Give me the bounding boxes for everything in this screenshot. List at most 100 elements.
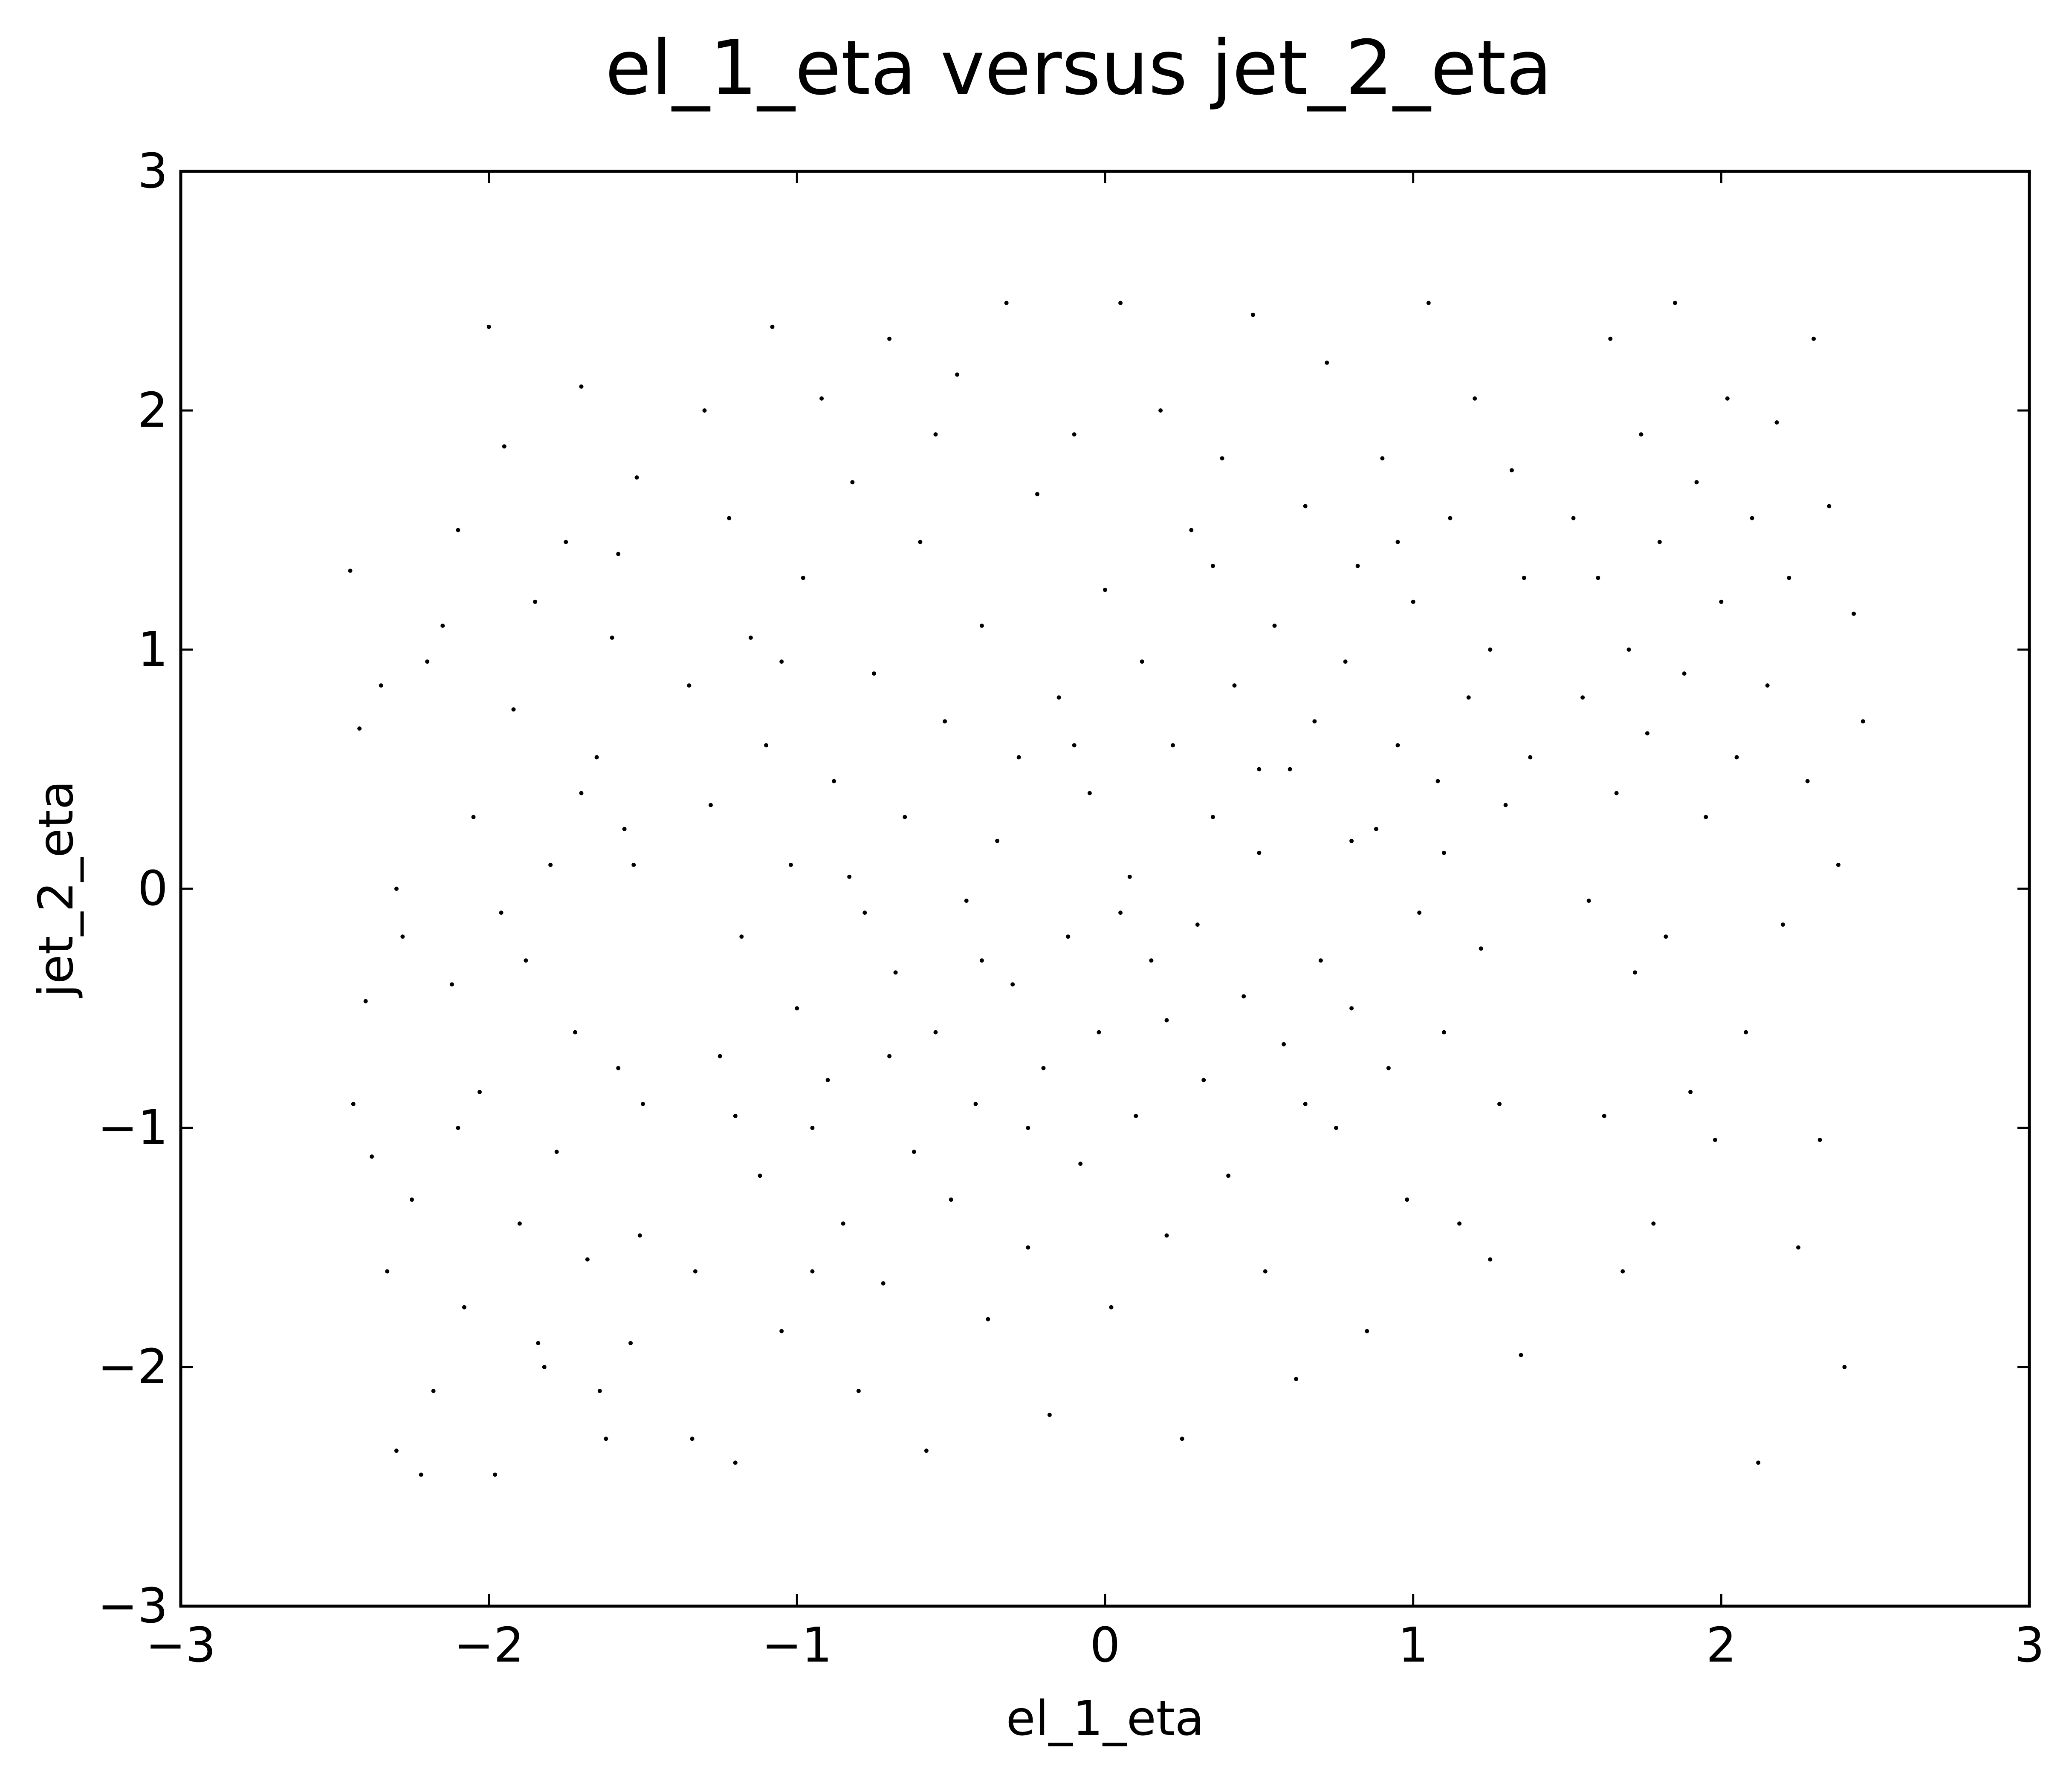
data-point xyxy=(1602,1114,1606,1118)
data-point xyxy=(1645,731,1649,736)
data-point xyxy=(1448,516,1453,520)
data-point xyxy=(1519,1353,1523,1357)
data-point xyxy=(1817,1138,1822,1142)
data-point xyxy=(810,1269,815,1274)
y-axis: −3 −2 −1 0 1 2 3 xyxy=(98,144,2029,1634)
data-point xyxy=(597,1389,602,1393)
data-point xyxy=(511,707,516,712)
data-point xyxy=(887,1054,892,1058)
data-point xyxy=(779,1329,784,1333)
data-point xyxy=(1725,396,1730,401)
y-tick-label: −2 xyxy=(98,1339,168,1395)
data-point xyxy=(832,779,836,783)
data-point xyxy=(1195,922,1200,927)
data-point xyxy=(502,444,506,449)
chart-title: el_1_eta versus jet_2_eta xyxy=(605,24,1552,112)
x-axis: −3 −2 −1 0 1 2 3 xyxy=(145,171,2045,1673)
data-point xyxy=(1189,528,1194,532)
y-tick-label: 0 xyxy=(138,861,168,916)
data-point xyxy=(1072,743,1077,748)
data-point xyxy=(363,999,368,1003)
data-point xyxy=(1713,1138,1717,1142)
data-point xyxy=(727,516,732,520)
x-tick-label: 0 xyxy=(1090,1618,1120,1673)
data-point xyxy=(1355,564,1360,568)
data-point xyxy=(1852,611,1856,616)
data-point xyxy=(641,1101,645,1106)
data-point xyxy=(449,982,454,987)
data-point xyxy=(1118,301,1123,305)
data-point xyxy=(1836,862,1840,867)
data-point xyxy=(872,671,876,676)
data-point xyxy=(456,528,460,532)
data-point xyxy=(1149,958,1154,963)
x-axis-label: el_1_eta xyxy=(1006,1691,1204,1746)
data-point xyxy=(1087,791,1092,795)
data-point xyxy=(1127,874,1132,879)
data-point xyxy=(1047,1413,1052,1417)
data-point xyxy=(1257,767,1262,772)
data-point xyxy=(862,911,867,915)
data-point xyxy=(1140,659,1144,664)
data-point xyxy=(1441,850,1446,855)
data-point xyxy=(536,1341,541,1345)
data-point xyxy=(622,827,627,831)
data-point xyxy=(739,934,744,939)
data-point xyxy=(1488,647,1493,652)
data-point xyxy=(1441,1030,1446,1035)
data-point xyxy=(825,1078,830,1082)
data-point xyxy=(1734,755,1739,760)
data-point xyxy=(1805,779,1810,783)
y-axis-label: jet_2_eta xyxy=(29,780,84,999)
data-point xyxy=(1004,301,1009,305)
data-point xyxy=(903,815,907,819)
data-point xyxy=(1651,1221,1656,1226)
data-point xyxy=(1303,504,1308,509)
data-point xyxy=(1694,480,1699,485)
data-point xyxy=(1744,1030,1748,1035)
data-point xyxy=(1325,360,1329,365)
x-tick-label: 3 xyxy=(2014,1618,2044,1673)
data-point xyxy=(1349,838,1354,843)
data-point xyxy=(616,1066,621,1070)
y-tick-label: 2 xyxy=(138,383,168,438)
data-point xyxy=(1241,994,1246,999)
data-point xyxy=(819,396,824,401)
data-point xyxy=(533,599,538,604)
data-point xyxy=(1343,659,1348,664)
data-point xyxy=(1682,671,1687,676)
scatter-points xyxy=(348,301,1865,1477)
data-point xyxy=(693,1269,697,1274)
data-point xyxy=(493,1472,498,1477)
data-point xyxy=(764,743,769,748)
data-point xyxy=(1272,623,1277,628)
data-point xyxy=(1411,599,1415,604)
data-point xyxy=(1608,336,1613,341)
data-point xyxy=(1657,540,1662,544)
data-point xyxy=(348,568,353,573)
data-point xyxy=(1395,540,1400,544)
data-point xyxy=(924,1448,929,1453)
data-point xyxy=(1664,934,1668,939)
y-tick-label: 1 xyxy=(138,622,168,677)
data-point xyxy=(733,1460,738,1465)
data-point xyxy=(1750,516,1754,520)
data-point xyxy=(1503,803,1508,807)
data-point xyxy=(1861,719,1865,724)
plot-frame xyxy=(179,170,2031,1608)
data-point xyxy=(847,874,852,879)
y-tick-label: 3 xyxy=(138,144,168,199)
data-point xyxy=(419,1472,423,1477)
data-point xyxy=(1509,468,1514,473)
data-point xyxy=(841,1221,845,1226)
data-point xyxy=(1056,695,1061,700)
data-point xyxy=(1010,982,1015,987)
data-point xyxy=(1103,587,1107,592)
data-point xyxy=(440,623,445,628)
data-point xyxy=(881,1281,886,1286)
data-point xyxy=(628,1341,633,1345)
data-point xyxy=(1488,1257,1493,1262)
data-point xyxy=(856,1389,861,1393)
data-point xyxy=(1220,456,1224,461)
data-point xyxy=(887,336,892,341)
